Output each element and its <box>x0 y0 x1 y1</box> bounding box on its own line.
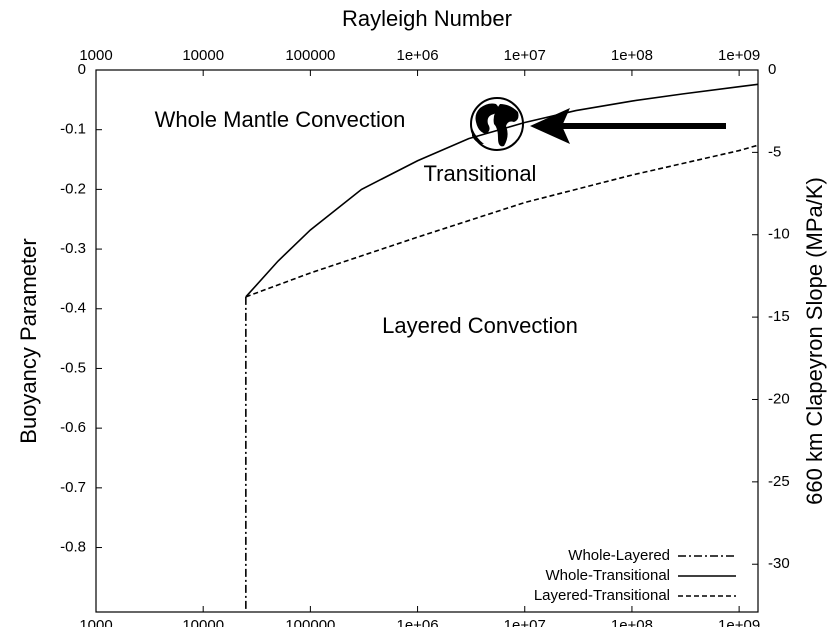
annotation: Transitional <box>424 161 537 186</box>
annotation: Whole Mantle Convection <box>155 107 406 132</box>
x-tick-label: 1000 <box>79 617 112 627</box>
x-tick-label-top: 1e+06 <box>396 47 438 64</box>
y-tick-label: -0.8 <box>60 539 86 556</box>
x-tick-label-top: 10000 <box>182 47 224 64</box>
plot-frame <box>96 70 758 612</box>
x-tick-label-top: 1e+09 <box>718 47 760 64</box>
y-tick-label: -0.2 <box>60 180 86 197</box>
y2-tick-label: -10 <box>768 226 790 243</box>
x-tick-label-top: 1e+08 <box>611 47 653 64</box>
x-tick-label: 1e+06 <box>396 617 438 627</box>
x-tick-label-top: 100000 <box>285 47 335 64</box>
x-tick-label: 1e+07 <box>504 617 546 627</box>
y-axis-label: Buoyancy Parameter <box>16 238 41 443</box>
y-tick-label: -0.1 <box>60 121 86 138</box>
legend-label: Whole-Layered <box>568 547 670 564</box>
x-tick-label: 1e+09 <box>718 617 760 627</box>
arrow <box>530 108 726 144</box>
y-tick-label: -0.3 <box>60 240 86 257</box>
y-tick-label: -0.6 <box>60 419 86 436</box>
x-tick-label: 100000 <box>285 617 335 627</box>
y2-tick-label: -25 <box>768 473 790 490</box>
annotation: Layered Convection <box>382 313 578 338</box>
y-tick-label: 0 <box>78 61 86 78</box>
globe-icon <box>471 98 523 150</box>
y-tick-label: -0.4 <box>60 300 86 317</box>
y2-tick-label: -30 <box>768 555 790 572</box>
legend-label: Whole-Transitional <box>546 567 671 584</box>
y2-tick-label: -15 <box>768 308 790 325</box>
y2-axis-label: 660 km Clapeyron Slope (MPa/K) <box>802 177 827 505</box>
chart: Rayleigh Number Buoyancy Parameter 660 k… <box>0 0 833 627</box>
x-tick-label: 10000 <box>182 617 224 627</box>
x-tick-label-top: 1e+07 <box>504 47 546 64</box>
y2-tick-label: -5 <box>768 143 781 160</box>
y-tick-label: -0.7 <box>60 479 86 496</box>
y2-tick-label: -20 <box>768 390 790 407</box>
x-axis-label: Rayleigh Number <box>342 6 512 31</box>
y-tick-label: -0.5 <box>60 359 86 376</box>
x-tick-label: 1e+08 <box>611 617 653 627</box>
y2-tick-label: 0 <box>768 61 776 78</box>
legend-label: Layered-Transitional <box>534 587 670 604</box>
